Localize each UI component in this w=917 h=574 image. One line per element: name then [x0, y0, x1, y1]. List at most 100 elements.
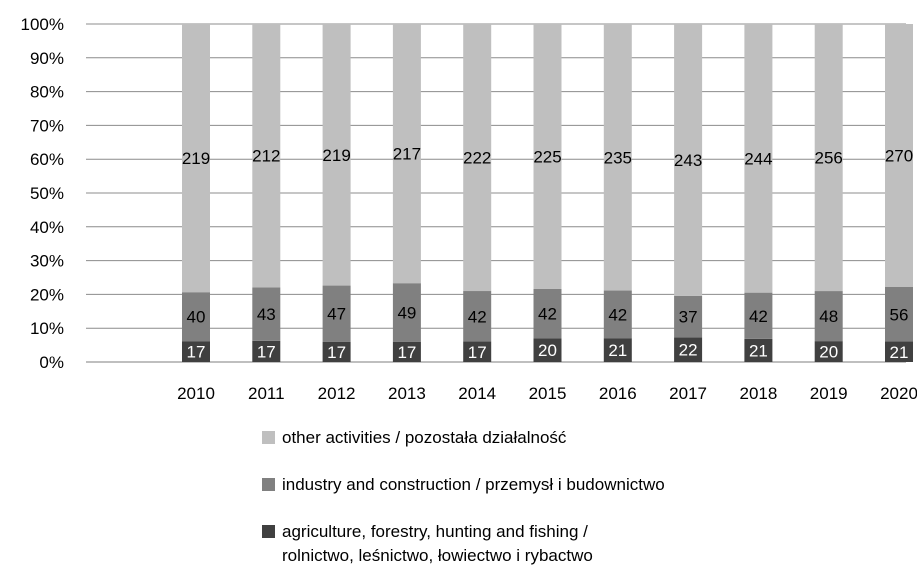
- x-tick-label: 2016: [599, 384, 637, 403]
- data-label: 225: [533, 147, 561, 166]
- bar-segment: [744, 24, 773, 293]
- legend-swatch-other-activities: [262, 431, 275, 444]
- bar-segment: [674, 337, 703, 362]
- y-tick-label: 70%: [30, 116, 64, 135]
- data-label: 49: [397, 303, 416, 322]
- legend-item-industry-construction: industry and construction / przemysł i b…: [262, 473, 665, 497]
- y-tick-label: 30%: [30, 252, 64, 271]
- bar-segment: [533, 24, 562, 289]
- bar-segment: [814, 24, 843, 292]
- x-tick-label: 2010: [177, 384, 215, 403]
- x-tick-label: 2014: [458, 384, 496, 403]
- bars: [182, 24, 913, 362]
- data-label: 21: [608, 341, 627, 360]
- data-label: 48: [819, 307, 838, 326]
- bar-segment: [322, 341, 351, 362]
- bar-segment: [744, 292, 773, 339]
- data-label: 42: [538, 305, 557, 324]
- bar-segment: [392, 283, 421, 342]
- legend-item-other-activities: other activities / pozostała działalność: [262, 426, 665, 450]
- x-tick-label: 2020: [880, 384, 917, 403]
- bar-segment: [252, 24, 281, 288]
- data-label: 219: [322, 146, 350, 165]
- bar-segment: [603, 290, 632, 339]
- data-label: 212: [252, 147, 280, 166]
- bar-segment: [463, 291, 492, 342]
- bar-segment: [533, 338, 562, 362]
- bar-segment: [252, 287, 281, 341]
- bar-segment: [463, 341, 492, 362]
- data-label: 235: [604, 148, 632, 167]
- data-label: 22: [679, 341, 698, 360]
- data-label: 56: [890, 305, 909, 324]
- data-label: 42: [749, 307, 768, 326]
- y-tick-label: 100%: [21, 15, 64, 34]
- bar-segment: [322, 24, 351, 286]
- bar-segment: [392, 341, 421, 362]
- bar-segment: [533, 288, 562, 339]
- data-label: 17: [468, 343, 487, 362]
- y-tick-label: 60%: [30, 150, 64, 169]
- bar-segment: [392, 24, 421, 284]
- bar-segment: [744, 338, 773, 362]
- data-label: 21: [890, 343, 909, 362]
- bar-segment: [885, 24, 913, 287]
- x-tick-label: 2011: [248, 384, 285, 403]
- legend-label-other-activities: other activities / pozostała działalność: [282, 428, 567, 447]
- data-label: 37: [679, 308, 698, 327]
- bar-segment: [814, 291, 843, 342]
- legend-label-agriculture: agriculture, forestry, hunting and fishi…: [282, 522, 593, 565]
- data-label: 42: [608, 305, 627, 324]
- data-label: 219: [182, 149, 210, 168]
- axis-tick-labels: 0%10%20%30%40%50%60%70%80%90%100%2010 201…: [21, 15, 917, 403]
- bar-segment: [603, 338, 632, 362]
- bar-segment: [603, 24, 632, 291]
- bar-segment: [674, 295, 703, 338]
- data-label: 42: [468, 307, 487, 326]
- data-label: 40: [187, 308, 206, 327]
- legend: other activities / pozostała działalność…: [262, 426, 665, 568]
- legend-label-industry-construction: industry and construction / przemysł i b…: [282, 475, 665, 494]
- legend-item-agriculture: agriculture, forestry, hunting and fishi…: [262, 520, 665, 568]
- bar-segment: [182, 341, 210, 362]
- x-tick-label: 2015: [529, 384, 567, 403]
- data-label: 222: [463, 149, 491, 168]
- y-tick-label: 90%: [30, 49, 64, 68]
- data-label: 17: [327, 343, 346, 362]
- legend-swatch-industry-construction: [262, 478, 275, 491]
- bar-segment: [322, 285, 351, 342]
- x-tick-label: 2017: [669, 384, 707, 403]
- bar-segment: [182, 292, 210, 342]
- y-tick-label: 20%: [30, 285, 64, 304]
- x-tick-label: 2019: [810, 384, 848, 403]
- y-tick-label: 10%: [30, 319, 64, 338]
- bar-segment: [463, 24, 492, 292]
- y-tick-label: 0%: [39, 353, 64, 372]
- x-tick-label: 2013: [388, 384, 426, 403]
- bar-segment: [252, 340, 281, 362]
- bar-segment: [814, 341, 843, 362]
- data-label: 17: [257, 342, 276, 361]
- x-tick-label: 2018: [739, 384, 777, 403]
- data-labels: 17 40 219 17 43 212 17 47 219 17 49 217 17 42 222 20 42 2…: [182, 145, 913, 362]
- data-label: 47: [327, 305, 346, 324]
- data-label: 20: [538, 341, 557, 360]
- y-tick-label: 80%: [30, 83, 64, 102]
- data-label: 20: [819, 343, 838, 362]
- data-label: 17: [397, 343, 416, 362]
- data-label: 256: [815, 149, 843, 168]
- x-tick-label: 2012: [318, 384, 356, 403]
- legend-swatch-agriculture: [262, 525, 275, 538]
- data-label: 43: [257, 305, 276, 324]
- data-label: 217: [393, 145, 421, 164]
- bar-segment: [885, 341, 913, 362]
- bar-segment: [674, 24, 703, 296]
- data-label: 21: [749, 341, 768, 360]
- bar-segment: [885, 286, 913, 342]
- data-label: 244: [744, 149, 772, 168]
- data-label: 17: [187, 343, 206, 362]
- y-tick-label: 50%: [30, 184, 64, 203]
- y-tick-label: 40%: [30, 218, 64, 237]
- data-label: 270: [885, 146, 913, 165]
